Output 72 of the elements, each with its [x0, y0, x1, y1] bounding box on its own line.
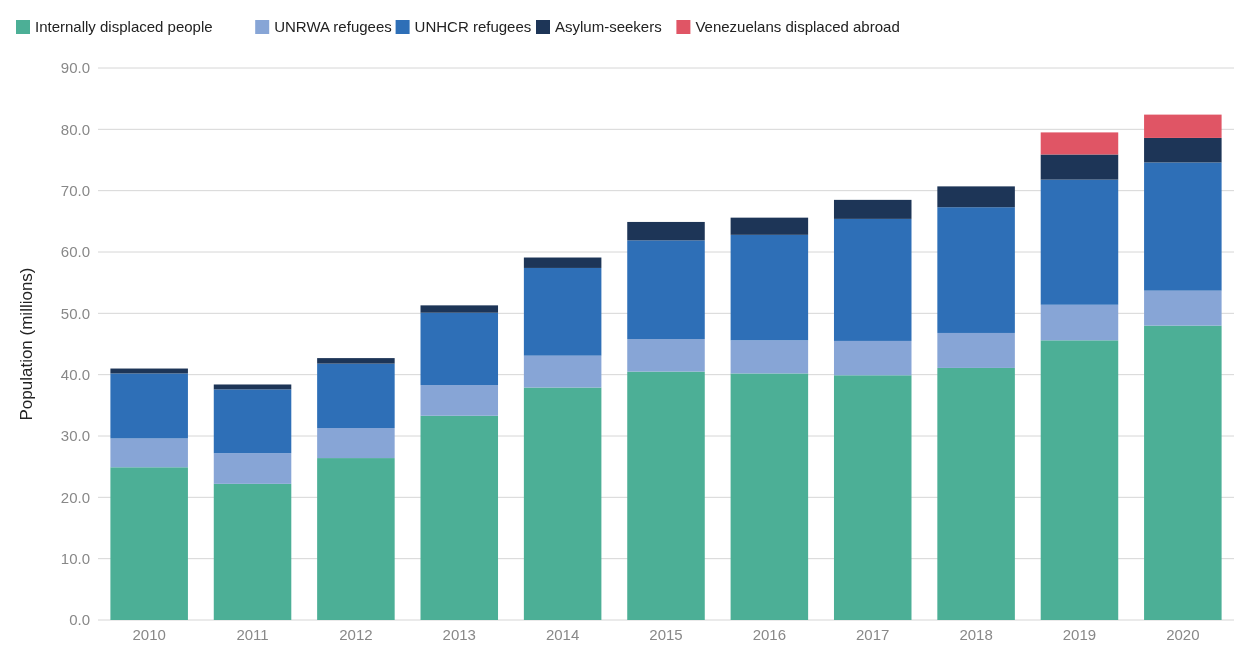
- bar: [1144, 114, 1222, 138]
- bar: [317, 358, 395, 364]
- bar: [1144, 137, 1222, 163]
- legend-label: Asylum-seekers: [555, 18, 662, 35]
- bar: [833, 375, 912, 620]
- bar: [937, 186, 1015, 208]
- bar: [730, 373, 809, 620]
- bar: [833, 199, 912, 219]
- y-tick-label: 60.0: [60, 243, 90, 261]
- bar: [317, 363, 395, 429]
- y-tick-label: 10.0: [60, 549, 90, 567]
- bar: [627, 240, 705, 340]
- bar: [213, 389, 292, 454]
- bar: [1040, 340, 1119, 620]
- bar: [730, 340, 809, 374]
- x-tick-label: 2012: [339, 626, 373, 643]
- bar: [1144, 162, 1222, 291]
- legend-label: UNRWA refugees: [274, 18, 392, 35]
- bar: [420, 415, 499, 620]
- x-tick-label: 2016: [752, 626, 787, 643]
- bar: [627, 371, 705, 620]
- bar: [730, 234, 809, 341]
- bar: [627, 339, 705, 372]
- bar: [937, 207, 1015, 333]
- legend-label: Internally displaced people: [35, 18, 213, 35]
- bar: [420, 305, 499, 313]
- y-tick-label: 40.0: [60, 365, 90, 383]
- bar: [110, 467, 188, 620]
- bar: [1040, 132, 1119, 155]
- bar: [420, 385, 499, 416]
- y-tick-label: 20.0: [60, 488, 90, 506]
- bar: [833, 340, 912, 376]
- bar: [317, 428, 395, 459]
- bar: [937, 332, 1015, 368]
- bar: [1040, 154, 1119, 180]
- y-tick-label: 50.0: [60, 304, 90, 322]
- y-tick-label: 0.0: [69, 611, 90, 629]
- y-tick-label: 30.0: [60, 427, 90, 445]
- bar: [1144, 325, 1222, 620]
- x-tick-label: 2019: [1062, 626, 1097, 643]
- x-tick-label: 2014: [545, 626, 580, 643]
- y-tick-label: 90.0: [60, 59, 90, 77]
- bar: [213, 384, 292, 390]
- bar: [213, 453, 292, 484]
- x-tick-label: 2011: [236, 626, 269, 643]
- legend-label: UNHCR refugees: [414, 18, 532, 35]
- bar: [627, 221, 705, 241]
- x-tick-label: 2018: [959, 626, 993, 643]
- bar: [1040, 179, 1119, 305]
- bar: [1040, 304, 1119, 341]
- x-tick-label: 2015: [649, 626, 683, 643]
- bar: [1144, 290, 1222, 326]
- x-tick-label: 2020: [1166, 626, 1200, 643]
- x-tick-label: 2013: [442, 626, 476, 643]
- bar: [523, 387, 602, 620]
- x-tick-label: 2010: [132, 626, 166, 643]
- bar: [730, 217, 809, 235]
- bar: [523, 257, 602, 268]
- bar: [937, 367, 1015, 620]
- y-axis-title: Population (millions): [17, 267, 36, 421]
- bar: [110, 438, 188, 468]
- bar: [317, 458, 395, 620]
- bar: [110, 373, 188, 439]
- bar: [523, 355, 602, 388]
- bar: [420, 312, 499, 386]
- bar: [523, 267, 602, 356]
- x-tick-label: 2017: [856, 626, 890, 643]
- bar: [833, 218, 912, 341]
- y-tick-label: 70.0: [60, 181, 90, 199]
- bar: [213, 483, 292, 620]
- legend-label: Venezuelans displaced abroad: [695, 18, 900, 35]
- y-tick-label: 80.0: [60, 120, 90, 138]
